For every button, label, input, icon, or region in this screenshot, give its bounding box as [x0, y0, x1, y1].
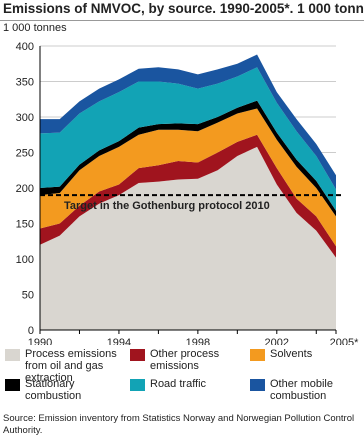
y-tick-label: 400: [16, 41, 34, 53]
area: [40, 100, 336, 217]
y-tick-label: 350: [16, 77, 34, 89]
legend-label: Stationary combustion: [25, 378, 82, 402]
legend-swatch: [5, 379, 20, 391]
source-note: Source: Emission inventory from Statisti…: [3, 413, 355, 436]
legend-swatch: [250, 379, 265, 391]
area: [40, 146, 336, 330]
y-tick-label: 300: [16, 112, 34, 124]
title-rule: [0, 20, 364, 21]
chart-title: Emissions of NMVOC, by source. 1990-2005…: [3, 1, 364, 16]
legend-swatch: [250, 349, 265, 361]
x-tick-label: 1990: [28, 337, 52, 345]
y-tick-label: 50: [22, 290, 34, 302]
y-axis-label: 1 000 tonnes: [3, 22, 67, 34]
y-tick-label: 150: [16, 219, 34, 231]
legend-label: Other process emissions: [150, 348, 220, 372]
x-tick-label: 1998: [186, 337, 210, 345]
y-tick-label: 200: [16, 183, 34, 195]
x-tick-label: 2002: [265, 337, 289, 345]
area: [40, 134, 336, 258]
legend-swatch: [5, 349, 20, 361]
y-tick-label: 0: [28, 325, 34, 337]
legend-label: Process emissions from oil and gas extra…: [25, 348, 117, 384]
x-tick-label: 1994: [107, 337, 131, 345]
plot: 1 000 tonnes 0 50 100 150 200 250 300 350 400 199…: [3, 22, 359, 345]
area: [40, 67, 336, 211]
x-tick-label: 2005*: [330, 337, 359, 345]
y-tick-label: 100: [16, 254, 34, 266]
legend-label: Other mobile combustion: [270, 378, 333, 402]
area: [40, 54, 336, 190]
legend-label: Road traffic: [150, 378, 207, 390]
area: [40, 108, 336, 247]
legend-label: Solvents: [270, 348, 313, 360]
legend-swatch: [130, 349, 145, 361]
reference-label: Target in the Gothenburg protocol 2010: [64, 200, 270, 212]
legend-swatch: [130, 379, 145, 391]
y-tick-label: 250: [16, 148, 34, 160]
